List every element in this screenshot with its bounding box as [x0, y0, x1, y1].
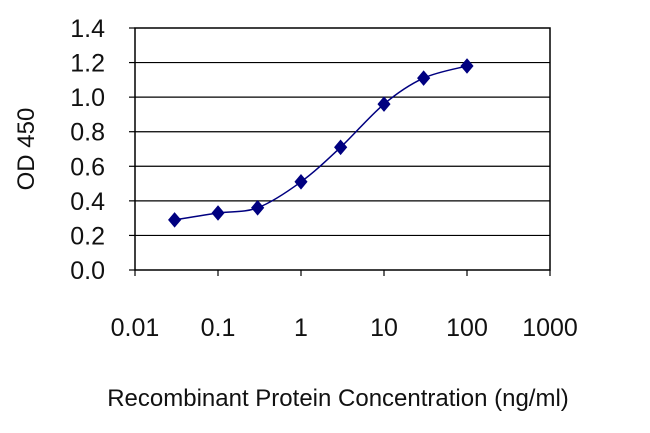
y-axis: 0.0 0.2 0.4 0.6 0.8 1.0 1.2 1.4	[70, 15, 135, 285]
y-tick-label: 0.8	[70, 119, 105, 147]
data-point	[334, 139, 348, 156]
gridlines	[135, 61, 550, 237]
y-tick-label: 0.4	[70, 188, 105, 216]
x-tick-label: 0.1	[201, 314, 236, 342]
y-axis-title: OD 450	[13, 108, 40, 191]
x-tick-label: 100	[446, 314, 488, 342]
data-point	[417, 70, 431, 86]
data-point	[251, 200, 265, 216]
x-tick-label: 10	[370, 314, 398, 342]
data-point	[294, 174, 308, 190]
x-tick-label: 1000	[522, 314, 578, 342]
y-tick-label: 1.4	[70, 15, 105, 43]
y-tick-label: 0.2	[70, 222, 105, 250]
x-tick-label: 1	[294, 314, 308, 342]
data-point	[460, 58, 474, 74]
x-axis-title: Recombinant Protein Concentration (ng/ml…	[107, 385, 569, 412]
y-tick-label: 1.0	[70, 84, 105, 112]
data-point	[377, 96, 391, 112]
y-tick-label: 0.6	[70, 153, 105, 181]
x-axis: 0.01 0.1 1 10 100 1000	[111, 270, 578, 342]
data-point	[168, 212, 182, 228]
series-group	[168, 58, 474, 228]
x-tick-label: 0.01	[111, 314, 160, 342]
y-tick-label: 0.0	[70, 257, 105, 285]
data-point	[211, 205, 225, 221]
y-tick-label: 1.2	[70, 50, 105, 78]
